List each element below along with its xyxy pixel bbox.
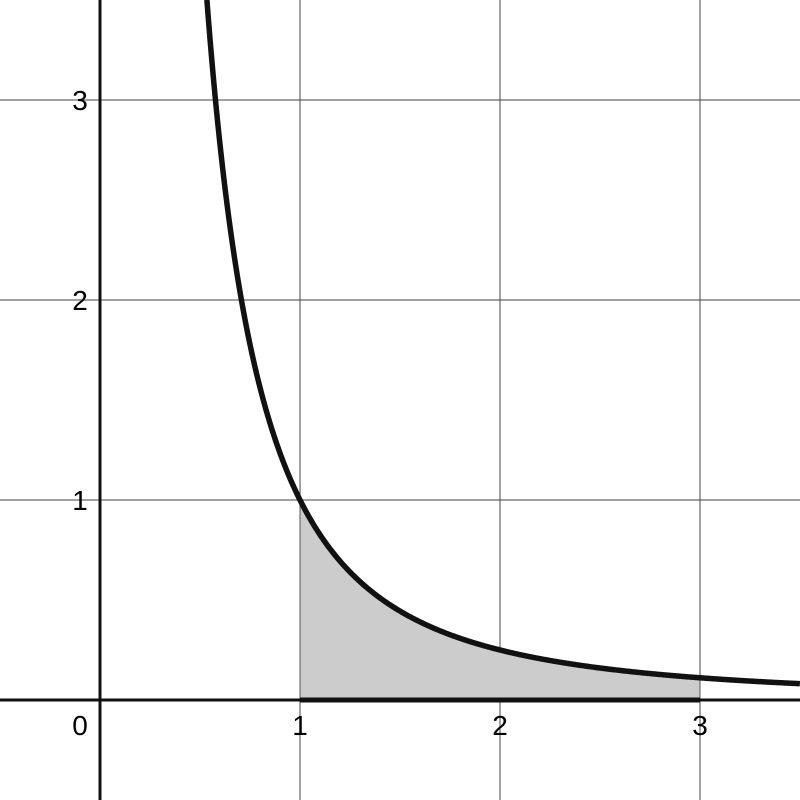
- y-tick-label: 1: [72, 485, 88, 516]
- curve-series: [204, 0, 800, 687]
- x-tick-label: 3: [692, 710, 708, 741]
- x-tick-label: 1: [292, 710, 308, 741]
- origin-label: 0: [72, 710, 88, 741]
- x-tick-label: 2: [492, 710, 508, 741]
- y-tick-label: 3: [72, 85, 88, 116]
- y-tick-label: 2: [72, 285, 88, 316]
